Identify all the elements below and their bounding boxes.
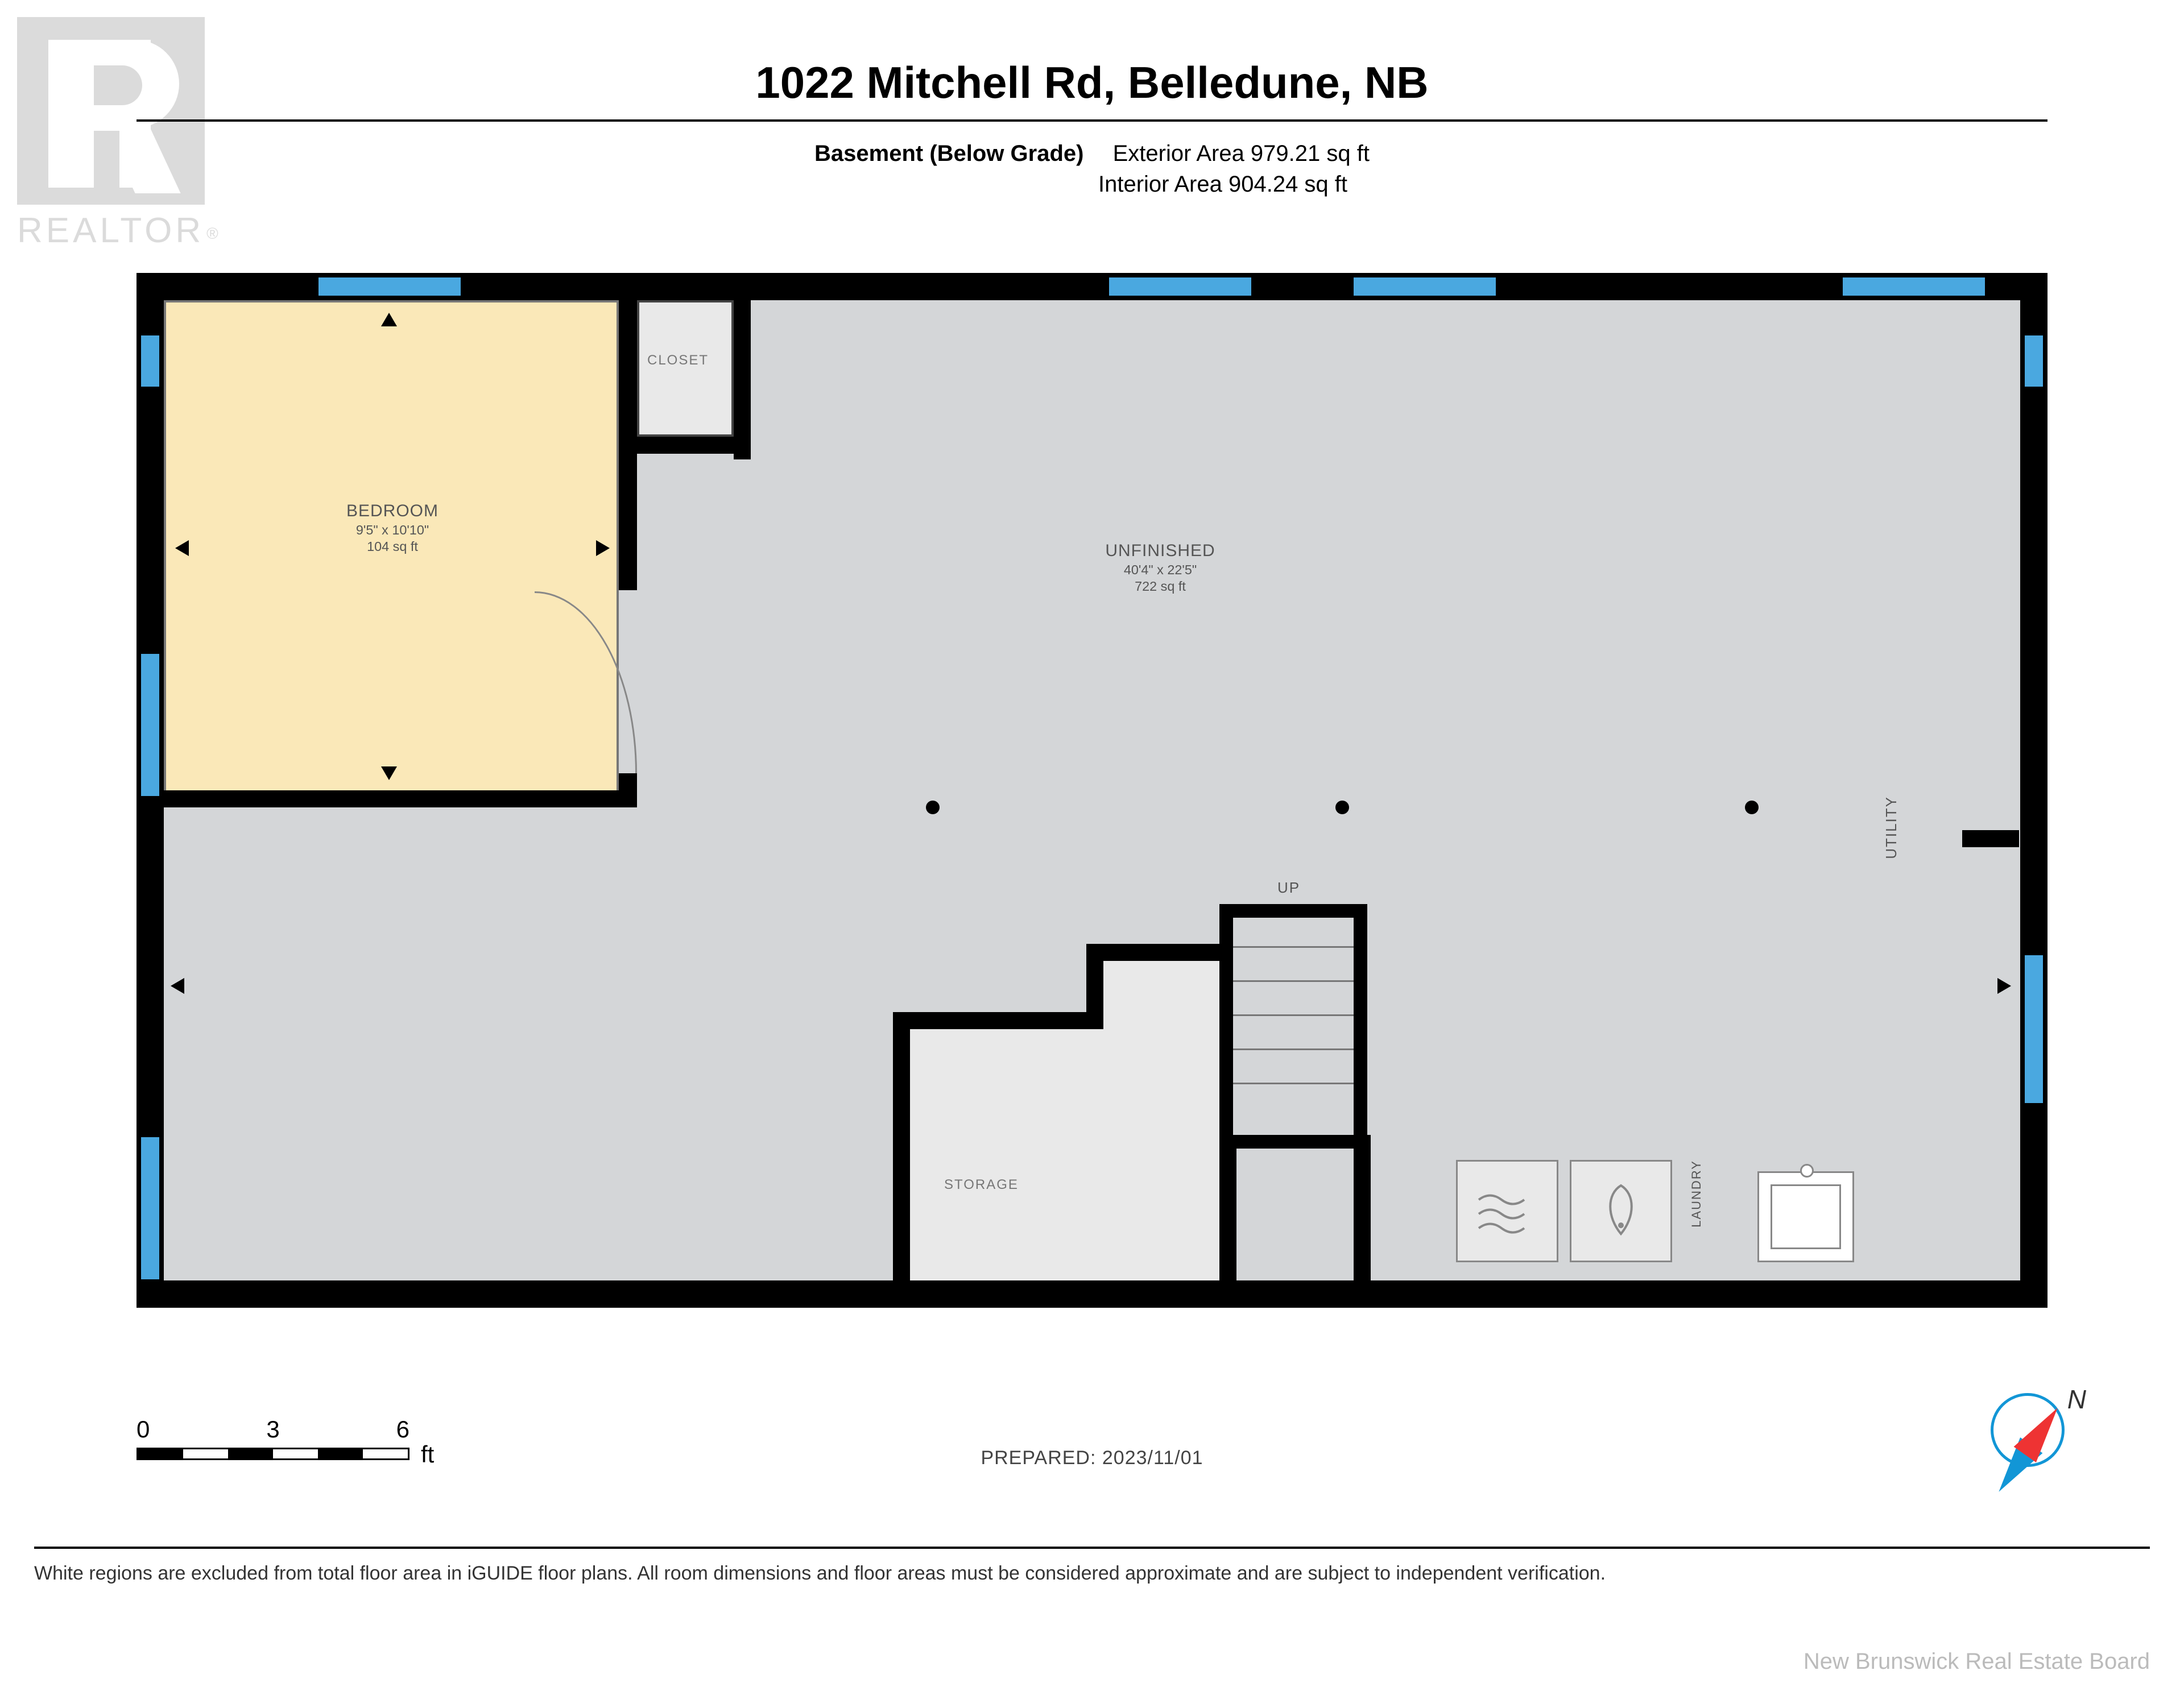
utility-sink [1757,1171,1854,1262]
storage-room [904,1023,1228,1280]
bedroom-dims: 9'5" x 10'10" [296,522,489,538]
floorplan-page: REALTOR® 1022 Mitchell Rd, Belledune, NB… [0,0,2184,1687]
exterior-area: Exterior Area 979.21 sq ft [1113,141,1370,166]
bedroom-bottom-wall [164,790,637,807]
window [141,654,159,796]
compass-north-label: N [2067,1384,2086,1415]
dim-arrow-icon [171,978,184,994]
scale-tick: 3 [266,1416,279,1443]
closet-room [637,300,734,437]
realtor-text: REALTOR® [17,210,222,251]
dim-arrow-icon [381,766,397,780]
dim-arrow-icon [1997,978,2011,994]
window [318,277,461,296]
closet-right-wall [734,300,751,459]
wall-bottom [136,1280,2048,1308]
level-subtitle: Basement (Below Grade) Exterior Area 979… [0,141,2184,167]
stairs [1219,904,1367,1149]
window [141,335,159,387]
realtor-registered: ® [206,225,222,242]
stairs-up-label: UP [1277,879,1300,897]
scale-tick: 6 [396,1416,410,1443]
laundry-label: LAUNDRY [1689,1160,1704,1228]
floorplan-canvas: CLOSET UP STORAGE [136,273,2048,1308]
window [2025,955,2043,1103]
washer-icon [1473,1188,1541,1234]
wall-right [2020,273,2048,1308]
footer-disclaimer: White regions are excluded from total fl… [34,1562,1606,1585]
bedroom-name: BEDROOM [296,500,489,522]
storage-top-wall-a [893,1012,1098,1029]
utility-wall-stub [1962,830,2019,847]
support-column [1745,801,1759,814]
prepared-line: PREPARED: 2023/11/01 [0,1447,2184,1469]
storage-label: STORAGE [944,1177,1019,1193]
interior-area: Interior Area 904.24 sq ft [0,172,2184,197]
utility-label: UTILITY [1883,796,1900,859]
storage-right-wall [1219,1135,1236,1280]
closet-bottom-wall [631,437,751,454]
window [1109,277,1251,296]
dim-arrow-icon [175,540,189,556]
bedroom-area: 104 sq ft [296,538,489,555]
title-underline [136,119,2048,122]
closet-label: CLOSET [647,353,709,368]
bedroom-right-wall [619,300,637,590]
compass: N [1991,1387,2076,1473]
dim-arrow-icon [596,540,610,556]
footer-board: New Brunswick Real Estate Board [1804,1649,2150,1674]
unfinished-area: 722 sq ft [1058,578,1263,595]
storage-top-wall-b [1086,944,1234,961]
footer-divider [34,1547,2150,1549]
dryer-icon [1592,1180,1649,1242]
support-column [926,801,940,814]
unfinished-name: UNFINISHED [1058,540,1263,562]
support-column [1335,801,1349,814]
dim-arrow-icon [381,313,397,326]
window [141,1137,159,1279]
storage-room-ext [1098,955,1228,1029]
unfinished-dims: 40'4" x 22'5" [1058,562,1263,578]
realtor-word: REALTOR [17,211,204,250]
scale-tick: 0 [136,1416,150,1443]
prepared-date: 2023/11/01 [1102,1447,1203,1469]
bedroom-label: BEDROOM 9'5" x 10'10" 104 sq ft [296,500,489,555]
unfinished-label: UNFINISHED 40'4" x 22'5" 722 sq ft [1058,540,1263,595]
level-label: Basement (Below Grade) [814,141,1083,166]
page-title: 1022 Mitchell Rd, Belledune, NB [0,57,2184,109]
window [1843,277,1985,296]
window [2025,335,2043,387]
prepared-label: PREPARED: [981,1447,1096,1469]
window [1354,277,1496,296]
storage-left-wall [893,1012,910,1280]
realtor-watermark: REALTOR® [17,17,222,251]
stairs-right-wall-down [1354,1135,1371,1280]
